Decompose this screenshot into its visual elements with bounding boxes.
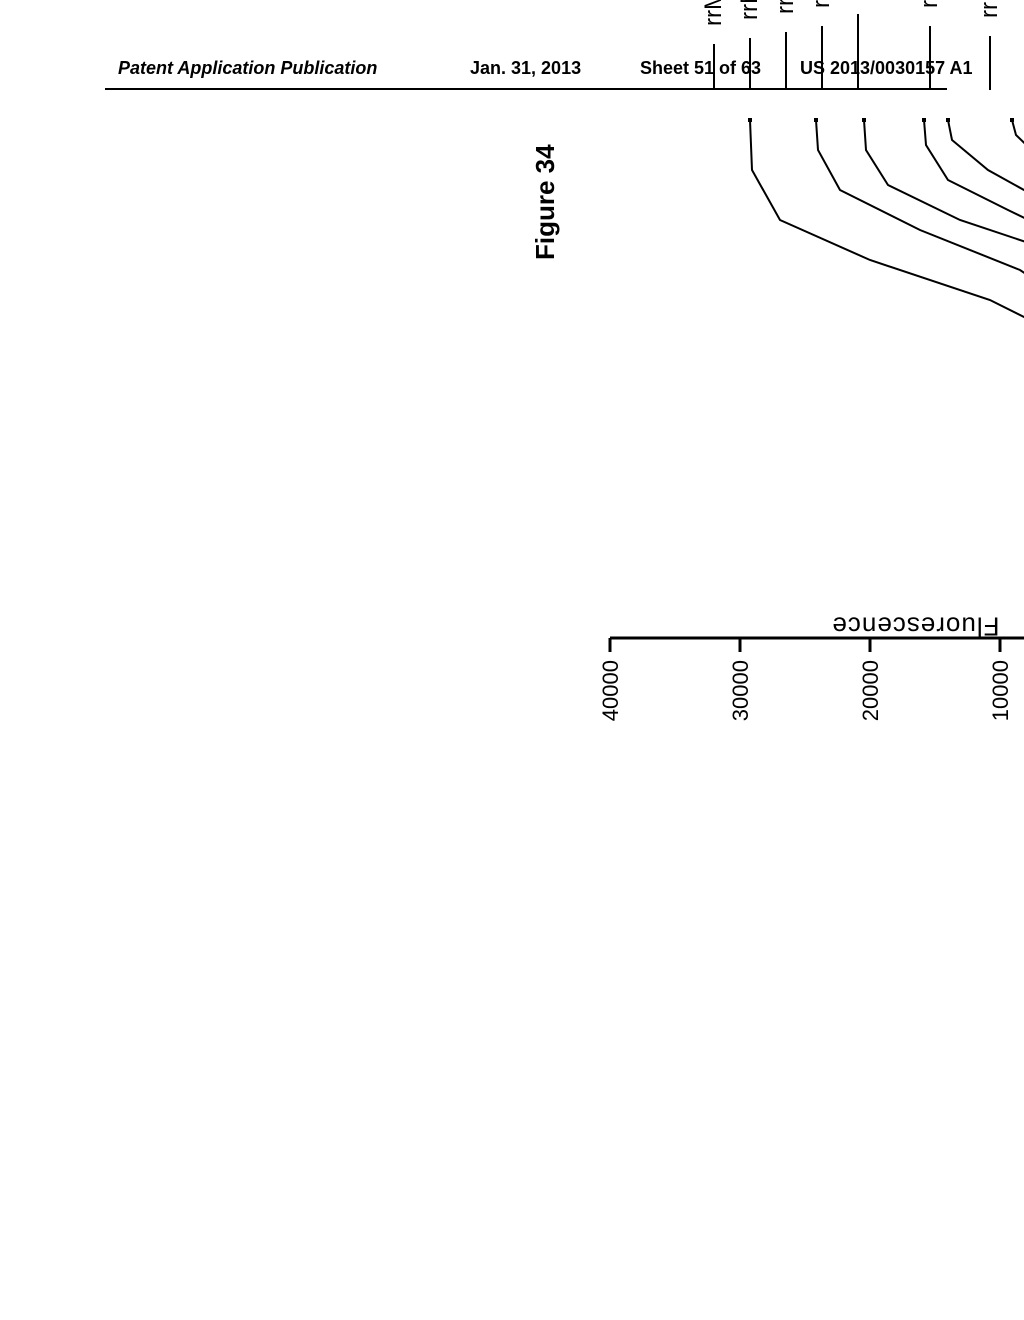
legend-label: rrM-CSF1.3.13G11 [700,0,728,26]
legend-row: rrM-CSF1.3.14D1 [912,0,948,90]
legend-line-icon [749,38,751,90]
legend-line-icon [713,44,715,90]
legend-label: rrM-CSF1.3.13.A8 [772,0,800,14]
y-tick-label: 40000 [598,660,624,730]
legend-line-icon [785,32,787,90]
legend-line-icon [821,26,823,90]
fluorescence-chart: Fluorescence 010000200003000040000 0.000… [610,100,1024,640]
legend-row: rrM-CSF1.3.13D4 [804,0,840,90]
figure-title: Figure 34 [530,144,561,260]
legend-row: rrM-CSF1.3.14G10 [1018,0,1024,90]
legend-line-icon [929,26,931,90]
legend-label: rrM-CSF1.3.14C2 [976,0,1004,18]
legend-row: rrM-CSF1.3.13.A8 [768,0,804,90]
legend-row: rrM-CSF1.3.13G11 [696,0,732,90]
legend-line-icon [989,36,991,90]
legend-row: rrM-CSF1.3.14C2 [972,0,1008,90]
legend-line-icon [857,14,859,90]
figure-panel: Figure 34 Fluorescence 01000020000300004… [530,0,1024,700]
y-axis-label: Fluorescence [831,610,999,641]
publication-label: Patent Application Publication [118,58,377,79]
legend-label: rrM-CSF1.3.12D6 [736,0,764,20]
y-tick-label: 30000 [728,660,754,730]
legend-label: rrM-CSF1.3.13D4 [808,0,836,8]
y-tick-label: 10000 [988,660,1014,730]
chart-svg [610,100,1024,640]
y-tick-label: 20000 [858,660,884,730]
legend-label: rrM-CSF1.3.14D1 [916,0,944,8]
legend-row: rrM-CSF1.3.12D6 [732,0,768,90]
legend-row: rrM-CSF1.3.13E10 [840,0,876,90]
